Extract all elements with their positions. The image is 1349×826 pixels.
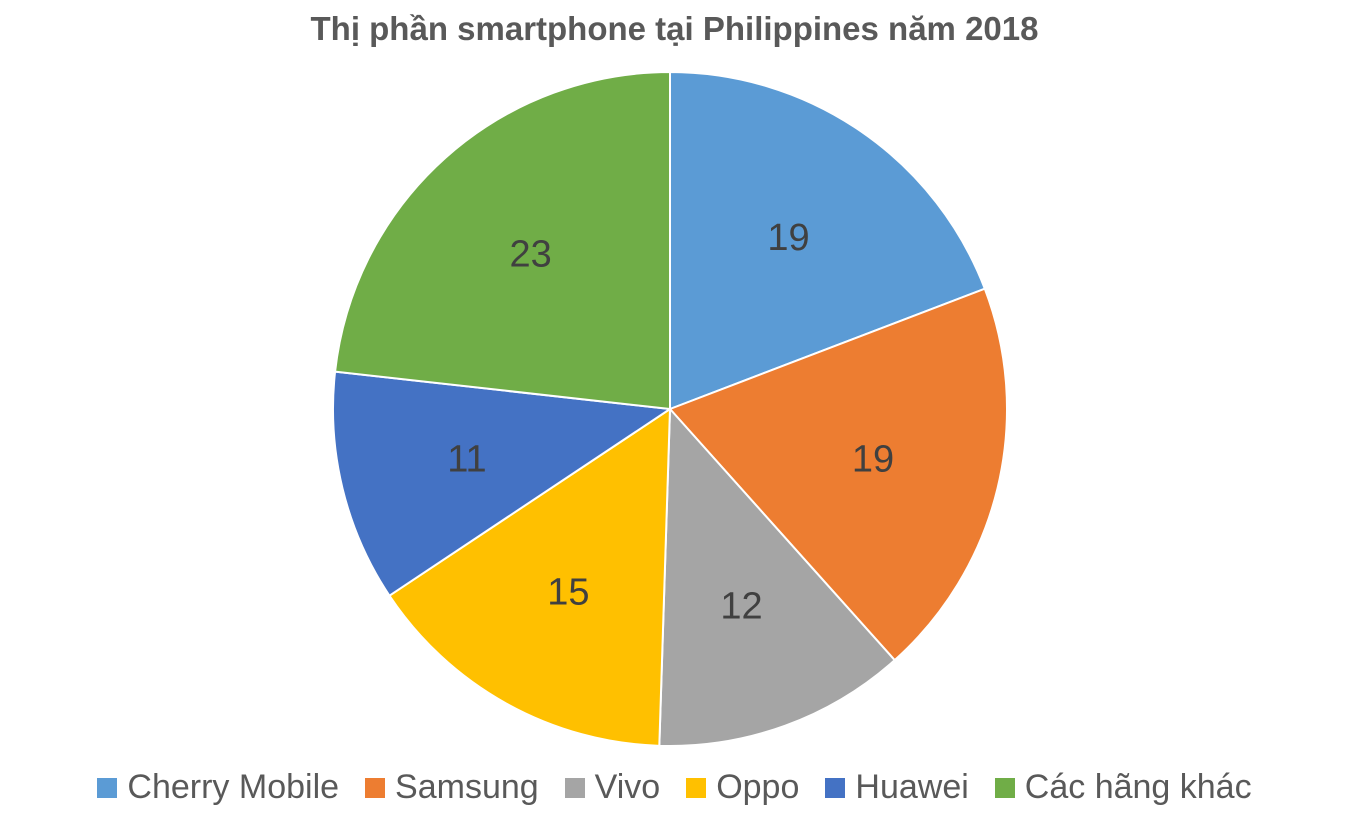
legend-item: Samsung <box>365 768 539 807</box>
slice-label: 12 <box>720 585 762 627</box>
slice-label: 19 <box>852 438 894 480</box>
legend-label: Các hãng khác <box>1024 768 1252 806</box>
slice-label: 19 <box>767 217 809 259</box>
pie-slice <box>669 70 987 411</box>
pie-slice <box>333 70 671 411</box>
legend-item: Vivo <box>564 768 661 807</box>
legend-label: Samsung <box>395 768 539 806</box>
pie-slice <box>658 406 897 747</box>
legend-item: Huawei <box>825 768 969 807</box>
pie-slice <box>332 370 673 598</box>
legend-swatch <box>365 777 386 798</box>
legend-item: Oppo <box>686 768 799 807</box>
pie-slice <box>668 287 1008 662</box>
legend-item: Các hãng khác <box>994 768 1252 807</box>
legend-swatch <box>97 777 118 798</box>
legend-label: Vivo <box>594 768 661 806</box>
slice-label: 11 <box>447 438 486 480</box>
pie-slice <box>388 407 672 747</box>
legend: Cherry Mobile Samsung Vivo Oppo Huawei Các hã… <box>0 768 1349 807</box>
slice-label: 15 <box>547 572 589 614</box>
legend-swatch <box>825 777 846 798</box>
legend-label: Huawei <box>855 768 969 806</box>
legend-swatch <box>994 777 1015 798</box>
legend-item: Cherry Mobile <box>97 768 339 807</box>
legend-label: Oppo <box>716 768 800 806</box>
slice-label: 23 <box>510 233 552 275</box>
legend-swatch <box>564 777 585 798</box>
chart-title: Thị phần smartphone tại Philippines năm … <box>310 10 1039 47</box>
legend-swatch <box>686 777 707 798</box>
legend-label: Cherry Mobile <box>127 768 340 806</box>
